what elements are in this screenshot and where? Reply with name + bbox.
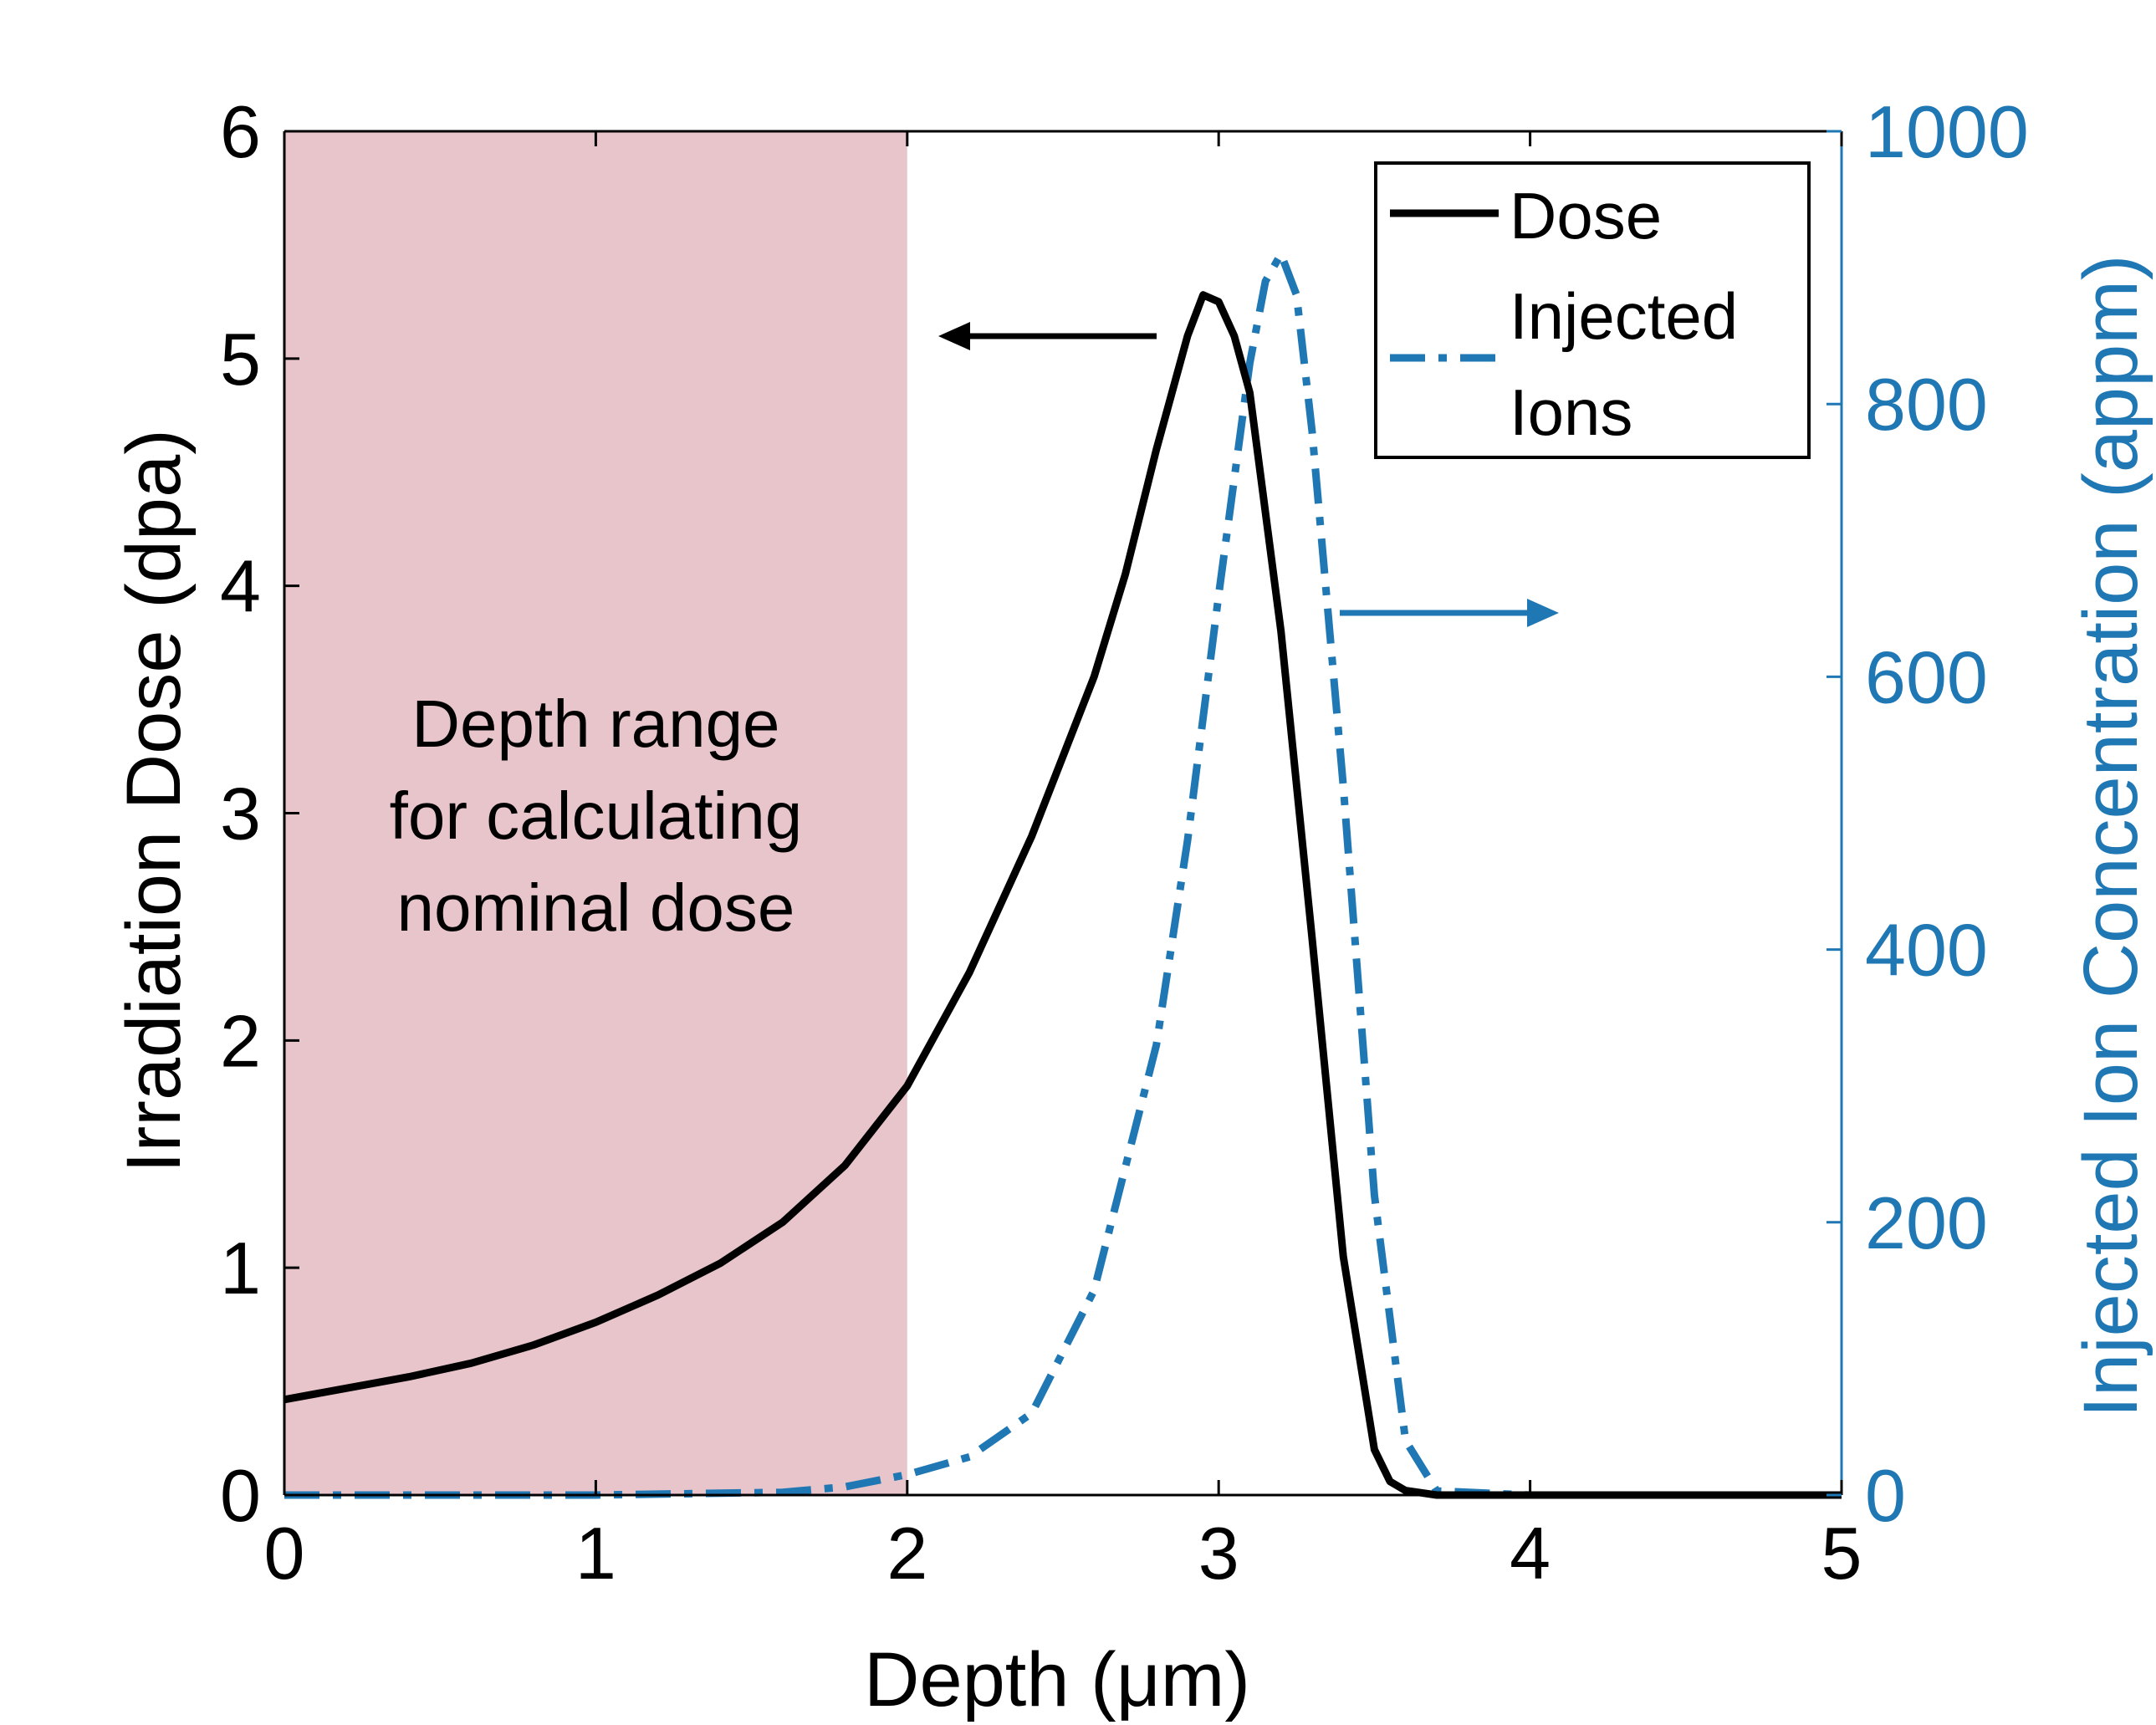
legend: Dose Injected Ions	[1374, 161, 1811, 459]
x-tick-label: 0	[264, 1512, 305, 1595]
left-y-tick-label: 5	[220, 318, 261, 401]
right-y-axis-label: Injected Ion Concentration (appm)	[2068, 254, 2153, 1417]
left-y-axis-label: Irradiation Dose (dpa)	[111, 429, 197, 1173]
x-tick-label: 5	[1821, 1512, 1862, 1595]
left-y-tick-label: 6	[220, 90, 261, 173]
legend-label-dose: Dose	[1510, 179, 1662, 253]
right-y-tick-label: 400	[1865, 909, 1988, 992]
left-y-tick-label: 4	[220, 545, 261, 628]
series-line-dose	[284, 291, 1842, 1499]
right-y-tick-label: 800	[1865, 363, 1988, 446]
right-y-tick-label: 600	[1865, 635, 1988, 718]
arrow-to-right-axis	[1340, 599, 1559, 627]
region-text-line-2: for calculating	[390, 778, 803, 853]
legend-label-ions-line-1: Injected	[1510, 279, 1738, 353]
right-y-tick-label: 0	[1865, 1454, 1906, 1537]
legend-label-ions-line-2: Ions	[1510, 375, 1632, 449]
shaded-region-label: Depth range for calculating nominal dose	[390, 686, 803, 945]
left-y-tick-label: 0	[220, 1454, 261, 1537]
left-y-tick-label: 1	[220, 1227, 261, 1309]
region-text-line-1: Depth range	[411, 686, 779, 761]
arrow-to-left-axis	[938, 322, 1157, 350]
right-y-tick-label: 1000	[1865, 90, 2029, 173]
x-tick-label: 1	[575, 1512, 616, 1595]
region-text-line-3: nominal dose	[396, 870, 794, 945]
series-line-injected-ions	[284, 245, 1842, 1499]
x-axis-ticks: 0 1 2 3 4 5	[264, 131, 1862, 1595]
x-tick-label: 3	[1198, 1512, 1239, 1595]
right-y-tick-label: 200	[1865, 1181, 1988, 1264]
left-y-tick-label: 3	[220, 773, 261, 855]
x-tick-label: 4	[1510, 1512, 1551, 1595]
right-y-axis-ticks: 0 200 400 600 800 1000	[1826, 90, 2029, 1537]
left-y-axis-ticks: 0 1 2 3 4 5 6	[220, 90, 299, 1537]
x-axis-label: Depth (μm)	[864, 1637, 1250, 1722]
left-y-tick-label: 2	[220, 999, 261, 1082]
x-tick-label: 2	[886, 1512, 927, 1595]
shaded-depth-region	[284, 131, 907, 1495]
